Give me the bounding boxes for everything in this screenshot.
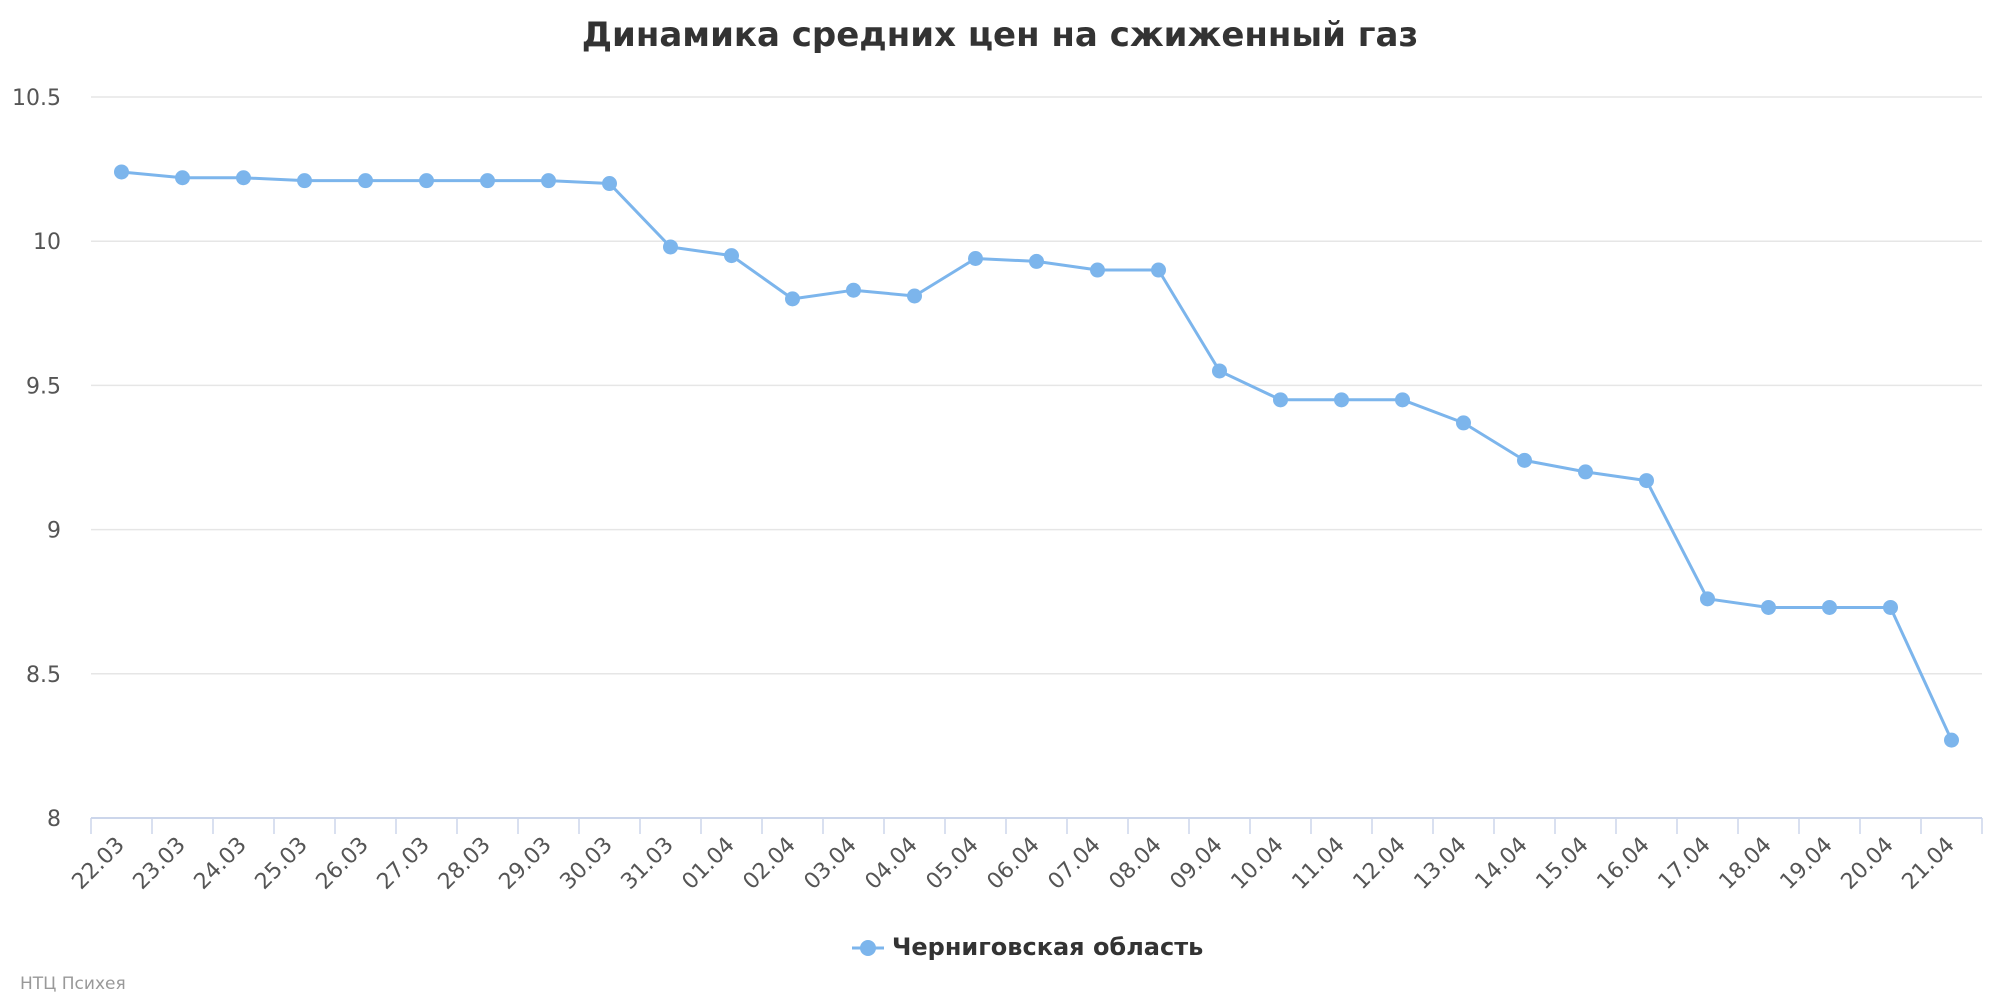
data-point bbox=[1761, 599, 1776, 615]
x-tick-label: 28.03 bbox=[434, 833, 496, 895]
data-point bbox=[602, 176, 617, 192]
x-tick-label: 30.03 bbox=[556, 833, 618, 895]
legend-marker-icon bbox=[860, 940, 876, 956]
x-axis: 22.0323.0324.0325.0326.0327.0328.0329.03… bbox=[68, 817, 1983, 895]
data-point bbox=[968, 251, 983, 267]
x-tick-label: 31.03 bbox=[617, 833, 679, 895]
x-tick-label: 25.03 bbox=[251, 833, 313, 895]
data-point bbox=[175, 170, 190, 186]
data-point bbox=[114, 164, 129, 180]
data-point bbox=[1822, 599, 1837, 615]
y-tick-label: 10.5 bbox=[12, 86, 61, 111]
x-tick-label: 15.04 bbox=[1532, 833, 1594, 895]
x-tick-label: 23.03 bbox=[129, 833, 191, 895]
x-tick-label: 26.03 bbox=[312, 833, 374, 895]
x-tick-label: 20.04 bbox=[1837, 833, 1899, 895]
legend[interactable]: Черниговская область bbox=[852, 933, 1203, 961]
x-tick-label: 05.04 bbox=[922, 833, 984, 895]
data-point bbox=[1090, 262, 1105, 278]
x-tick-label: 14.04 bbox=[1471, 833, 1533, 895]
data-point bbox=[907, 288, 922, 304]
data-point bbox=[1212, 363, 1227, 379]
x-tick-label: 11.04 bbox=[1288, 833, 1350, 895]
data-point bbox=[1395, 392, 1410, 408]
x-tick-label: 16.04 bbox=[1593, 833, 1655, 895]
y-tick-label: 9.5 bbox=[26, 374, 61, 399]
x-tick-label: 13.04 bbox=[1410, 833, 1472, 895]
data-point bbox=[1273, 392, 1288, 408]
data-point bbox=[1883, 599, 1898, 615]
y-tick-label: 8.5 bbox=[26, 663, 61, 688]
grid-lines bbox=[91, 96, 1982, 675]
x-tick-label: 12.04 bbox=[1349, 833, 1411, 895]
x-tick-label: 01.04 bbox=[678, 833, 740, 895]
data-point bbox=[1334, 392, 1349, 408]
x-tick-label: 17.04 bbox=[1654, 833, 1716, 895]
x-tick-label: 02.04 bbox=[739, 833, 801, 895]
x-tick-label: 22.03 bbox=[68, 833, 130, 895]
data-point bbox=[846, 282, 861, 298]
legend-label: Черниговская область bbox=[892, 933, 1203, 961]
series-layer bbox=[114, 164, 1959, 748]
data-point bbox=[297, 173, 312, 189]
x-tick-label: 29.03 bbox=[495, 833, 557, 895]
y-tick-label: 9 bbox=[47, 519, 61, 544]
x-tick-label: 07.04 bbox=[1044, 833, 1106, 895]
data-point bbox=[1639, 473, 1654, 489]
x-tick-label: 03.04 bbox=[800, 833, 862, 895]
data-point bbox=[1944, 732, 1959, 748]
data-point bbox=[541, 173, 556, 189]
y-tick-label: 10 bbox=[33, 230, 61, 255]
credit-text[interactable]: НТЦ Психея bbox=[20, 974, 126, 994]
y-axis: 8 8.5 9 9.5 10 10.5 bbox=[12, 86, 61, 832]
data-point bbox=[1029, 253, 1044, 269]
data-point bbox=[419, 173, 434, 189]
data-point bbox=[724, 248, 739, 264]
x-tick-label: 24.03 bbox=[190, 833, 252, 895]
x-tick-label: 10.04 bbox=[1227, 833, 1289, 895]
data-point bbox=[663, 239, 678, 255]
data-point bbox=[358, 173, 373, 189]
x-tick-label: 19.04 bbox=[1776, 833, 1838, 895]
data-point bbox=[1456, 415, 1471, 431]
data-point bbox=[1700, 591, 1715, 607]
x-tick-label: 18.04 bbox=[1715, 833, 1777, 895]
data-point bbox=[1151, 262, 1166, 278]
data-point bbox=[236, 170, 251, 186]
x-tick-label: 21.04 bbox=[1898, 833, 1960, 895]
x-tick-label: 27.03 bbox=[373, 833, 435, 895]
data-point bbox=[785, 291, 800, 307]
data-point bbox=[1517, 452, 1532, 468]
x-tick-label: 09.04 bbox=[1166, 833, 1228, 895]
x-tick-label: 04.04 bbox=[861, 833, 923, 895]
data-point bbox=[1578, 464, 1593, 480]
x-tick-label: 06.04 bbox=[983, 833, 1045, 895]
chart-title: Динамика средних цен на сжиженный газ bbox=[582, 15, 1419, 55]
data-point bbox=[480, 173, 495, 189]
y-tick-label: 8 bbox=[47, 807, 61, 832]
x-tick-label: 08.04 bbox=[1105, 833, 1167, 895]
